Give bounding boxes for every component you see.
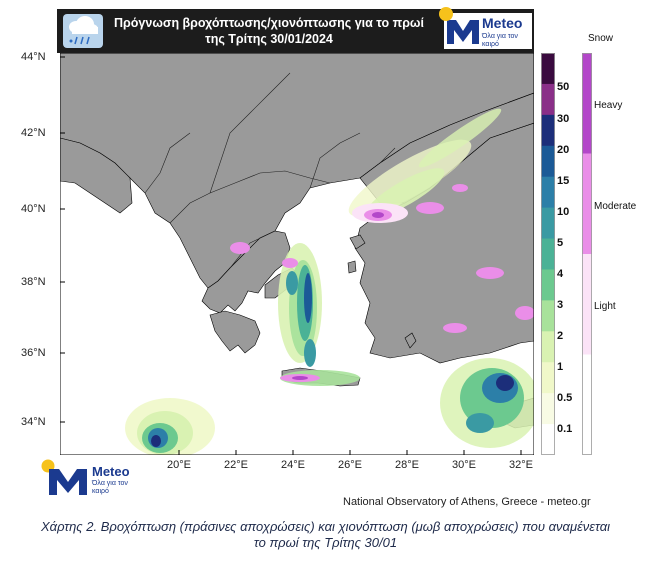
snow-colorbar-frame — [582, 53, 592, 455]
meteo-logo-header: Meteo Όλα για τον καιρό — [444, 13, 532, 49]
snow-color-step — [582, 53, 592, 154]
meteo-logo-footer: Meteo Όλα για τον καιρό — [40, 458, 130, 498]
title-line-2: της Τρίτης 30/01/2024 — [205, 32, 333, 46]
precip-color-step — [541, 114, 555, 147]
rain-shading — [125, 108, 534, 455]
precip-color-step — [541, 362, 555, 394]
lat-label-42: 42°N — [21, 127, 46, 139]
snow-scale-title: Snow — [588, 33, 614, 44]
header-banner: Πρόγνωση βροχόπτωσης/χιονόπτωσης για το … — [57, 7, 534, 53]
page-title: Πρόγνωση βροχόπτωσης/χιονόπτωσης για το … — [109, 15, 429, 47]
rain-cloud-icon — [63, 14, 103, 48]
lat-label-40: 40°N — [21, 203, 46, 215]
caption-line-2: το πρωί της Τρίτης 30/01 — [253, 535, 398, 550]
snow-color-step — [582, 153, 592, 255]
caption-line-1: Χάρτης 2. Βροχόπτωση (πράσινες αποχρώσει… — [40, 519, 611, 534]
meteo-m-icon — [49, 469, 87, 495]
credit-text: National Observatory of Athens, Greece -… — [343, 496, 591, 508]
precip-tick-2: 2 — [557, 330, 564, 342]
precip-tick-4: 4 — [557, 268, 564, 280]
snow-level-light: Light — [594, 301, 616, 312]
figure-caption: Χάρτης 2. Βροχόπτωση (πράσινες αποχρώσει… — [0, 519, 651, 551]
lon-label-22: 22°E — [224, 459, 248, 471]
precip-tick-20: 20 — [557, 144, 570, 156]
precip-color-step — [541, 331, 555, 363]
logo-tagline-2: τον καιρό — [92, 480, 128, 495]
lon-label-32: 32°E — [509, 459, 533, 471]
logo-tagline-2: τον καιρό — [482, 33, 518, 48]
logo-word: Meteo — [482, 15, 523, 31]
lat-label-36: 36°N — [21, 347, 46, 359]
axis-ticks — [60, 56, 522, 455]
precip-color-step — [541, 83, 555, 116]
land-chios — [347, 260, 357, 274]
title-line-1: Πρόγνωση βροχόπτωσης/χιονόπτωσης για το … — [114, 16, 424, 30]
land-italy-heel — [60, 137, 133, 214]
lat-label-34: 34°N — [21, 416, 46, 428]
snow-color-step — [582, 354, 592, 455]
precip-tick-10: 10 — [557, 206, 570, 218]
sun-dot-icon — [439, 7, 453, 21]
precip-color-step — [541, 145, 555, 178]
logo-tagline-1: Όλα για — [92, 480, 116, 487]
precip-tick-50: 50 — [557, 81, 570, 93]
precip-colorbar-frame — [541, 53, 555, 455]
precip-color-step — [541, 393, 555, 425]
snow-color-step — [582, 254, 592, 355]
precip-color-step — [541, 300, 555, 332]
precip-tick-15: 15 — [557, 175, 570, 187]
country-borders — [144, 72, 396, 269]
lon-label-28: 28°E — [395, 459, 419, 471]
land-peloponnese — [209, 310, 261, 354]
snow-colorbar — [582, 53, 592, 455]
meteo-m-icon — [447, 20, 479, 44]
precip-tick-1: 1 — [557, 361, 564, 373]
precip-tick-3: 3 — [557, 299, 564, 311]
logo-tagline-1: Όλα για — [482, 33, 506, 40]
snow-shading — [230, 184, 534, 382]
lon-label-30: 30°E — [452, 459, 476, 471]
logo-word: Meteo — [92, 464, 130, 479]
precip-tick-30: 30 — [557, 113, 570, 125]
logo-tagline: Όλα για τον καιρό — [482, 33, 532, 49]
lat-label-38: 38°N — [21, 276, 46, 288]
precip-tick-0-1: 0.1 — [557, 423, 573, 435]
logo-tagline: Όλα για τον καιρό — [92, 480, 130, 496]
forecast-map — [60, 53, 534, 455]
snow-level-heavy: Heavy — [594, 100, 623, 111]
precip-color-step — [541, 207, 555, 240]
lat-label-44: 44°N — [21, 51, 46, 63]
precip-color-step — [541, 176, 555, 209]
precip-tick-5: 5 — [557, 237, 564, 249]
land-lesvos — [349, 234, 366, 250]
lon-label-20: 20°E — [167, 459, 191, 471]
precip-color-step — [541, 424, 555, 455]
lon-label-24: 24°E — [281, 459, 305, 471]
precip-color-step — [541, 238, 555, 270]
precip-color-step — [541, 53, 555, 85]
precip-colorbar — [541, 53, 555, 455]
precip-color-step — [541, 269, 555, 301]
land-rhodes — [404, 332, 417, 349]
snow-level-moderate: Moderate — [594, 201, 637, 212]
precip-tick-0-5: 0.5 — [557, 392, 573, 404]
lon-label-26: 26°E — [338, 459, 362, 471]
